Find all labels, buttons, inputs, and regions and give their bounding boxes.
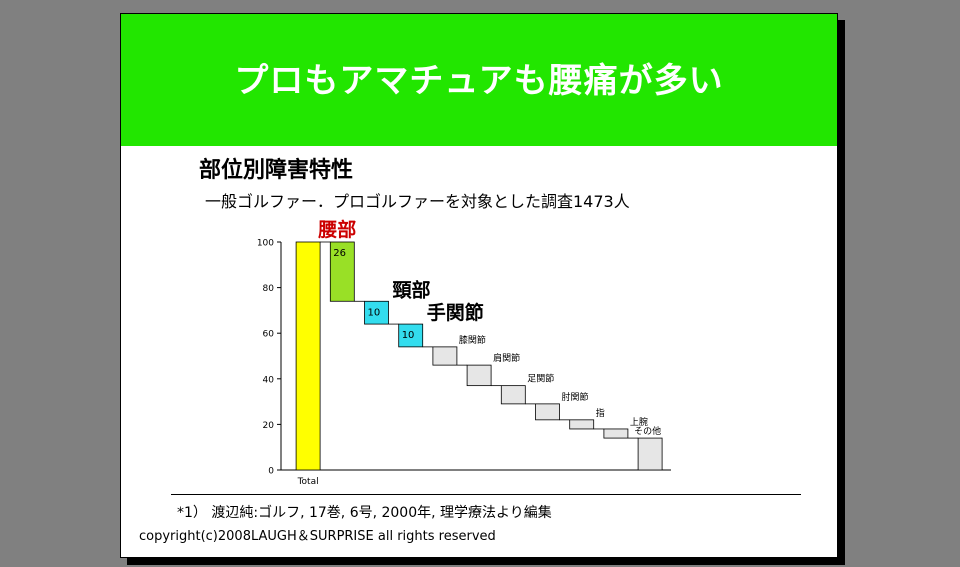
footer-divider <box>171 494 801 495</box>
category-label: 指 <box>596 407 605 419</box>
bar <box>398 323 424 348</box>
slide: プロもアマチュアも腰痛が多い 部位別障害特性 一般ゴルファー．プロゴルファーを対… <box>120 13 838 558</box>
bar <box>295 241 321 471</box>
category-label: 頸部 <box>393 278 431 301</box>
bar <box>603 428 629 439</box>
y-tick-label: 60 <box>263 330 275 340</box>
chart-subtitle: 部位別障害特性 <box>199 158 354 183</box>
source-footnote: *1） 渡辺純:ゴルフ, 17巻, 6号, 2000年, 理学療法より編集 <box>177 505 552 521</box>
x-tick-label: Total <box>297 477 319 487</box>
category-label: 手関節 <box>427 301 484 324</box>
bar <box>569 419 595 430</box>
bar <box>329 241 355 302</box>
category-label: 肩関節 <box>493 352 520 364</box>
slide-title: プロもアマチュアも腰痛が多い <box>234 60 724 101</box>
copyright-notice: copyright(c)2008LAUGH＆SURPRISE all right… <box>139 529 496 544</box>
y-tick-label: 40 <box>263 375 275 385</box>
waterfall-chart: 0 20 40 60 80 100 26 腰部 10 頸部 10 手関節膝関節肩関節足関節肘関節指上腕… <box>257 218 671 487</box>
category-label: 腰部 <box>317 218 356 241</box>
category-label: その他 <box>634 425 661 437</box>
category-label: 上腕 <box>630 416 648 428</box>
slide-header: プロもアマチュアも腰痛が多い <box>121 14 837 146</box>
y-tick-label: 80 <box>263 284 275 294</box>
bar <box>637 437 663 471</box>
category-label: 膝関節 <box>459 334 486 346</box>
data-label: 26 <box>333 248 346 259</box>
category-label: 肘関節 <box>562 391 589 403</box>
bar <box>466 364 492 387</box>
y-tick-label: 20 <box>263 421 275 431</box>
data-label: 10 <box>402 330 415 341</box>
y-tick-label: 100 <box>257 239 274 249</box>
category-label: 足関節 <box>527 373 554 385</box>
bar <box>364 300 389 325</box>
bar <box>432 346 458 366</box>
survey-description: 一般ゴルファー．プロゴルファーを対象とした調査1473人 <box>205 192 630 211</box>
data-label: 10 <box>368 307 381 318</box>
bar <box>535 403 560 421</box>
bar <box>500 385 526 405</box>
y-tick-label: 0 <box>268 467 274 477</box>
